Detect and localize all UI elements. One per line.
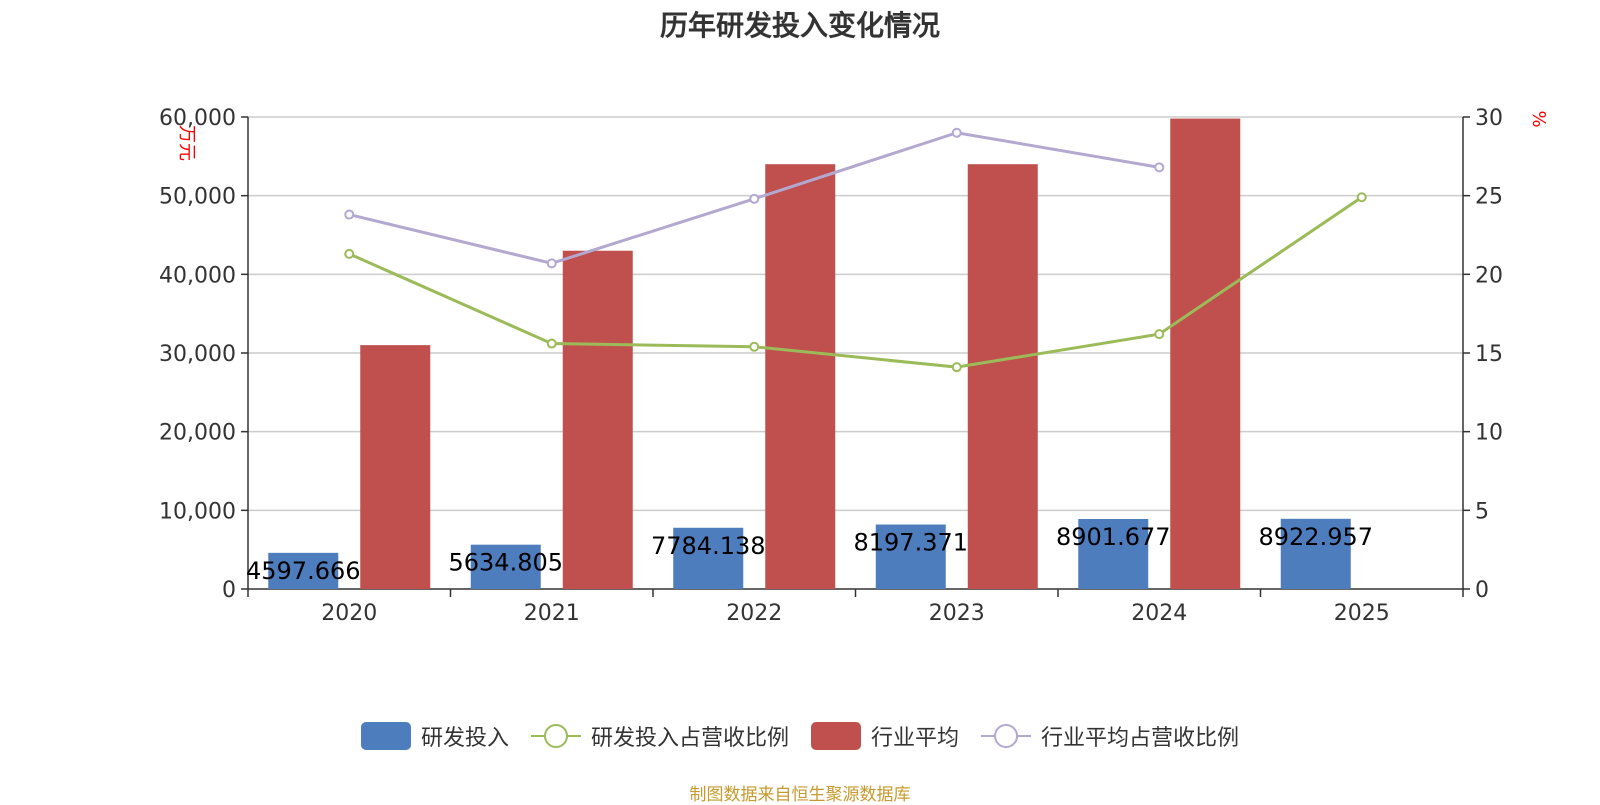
data-label-rd-2022: 7784.138 bbox=[651, 532, 766, 560]
legend-item[interactable]: 研发投入 bbox=[360, 720, 509, 752]
point-rd-ratio bbox=[1154, 329, 1165, 340]
legend-line-swatch bbox=[981, 722, 1032, 750]
point-rd-ratio bbox=[344, 248, 355, 259]
bar-industry-2020 bbox=[360, 345, 431, 589]
point-rd-ratio bbox=[546, 338, 557, 349]
x-tick-label: 2024 bbox=[1131, 601, 1187, 626]
y-right-tick-label: 0 bbox=[1475, 578, 1489, 603]
x-tick-label: 2022 bbox=[726, 601, 782, 626]
y-left-tick-label: 60,000 bbox=[159, 106, 236, 131]
y-left-tick-label: 20,000 bbox=[159, 421, 236, 446]
data-source-note: 制图数据来自恒生聚源数据库 bbox=[689, 785, 911, 805]
bar-rd-2024 bbox=[1078, 518, 1149, 589]
point-rd-ratio bbox=[749, 341, 760, 352]
y-left-tick-label: 40,000 bbox=[159, 263, 236, 288]
y-left-tick-label: 10,000 bbox=[159, 499, 236, 524]
y-right-unit-label: % bbox=[1528, 110, 1549, 127]
legend-line-marker bbox=[543, 724, 568, 748]
y-right-tick-label: 10 bbox=[1475, 421, 1503, 446]
legend-label: 研发投入 bbox=[420, 726, 509, 751]
legend-bar-swatch bbox=[811, 722, 861, 750]
line-layer bbox=[344, 127, 1367, 373]
y-left-tick-label: 0 bbox=[222, 578, 236, 603]
bar-rd-2022 bbox=[673, 527, 744, 589]
data-label-rd-2024: 8901.677 bbox=[1056, 523, 1171, 551]
legend-item[interactable]: 研发投入占营收比例 bbox=[530, 720, 789, 752]
label-layer: 4597.666 5634.805 7784.138 8197.371 8901.677… bbox=[246, 523, 1373, 585]
bar-industry-2022 bbox=[765, 164, 836, 589]
x-tick-label: 2020 bbox=[321, 601, 377, 626]
bar-rd-2020 bbox=[268, 552, 339, 589]
y-right-tick-label: 25 bbox=[1475, 185, 1503, 210]
legend-line-swatch bbox=[530, 722, 581, 750]
y-right-tick-label: 15 bbox=[1475, 342, 1503, 367]
point-industry-ratio bbox=[344, 209, 355, 220]
y-right-tick-label: 20 bbox=[1475, 263, 1503, 288]
legend-label: 行业平均占营收比例 bbox=[1041, 726, 1240, 751]
data-label-rd-2023: 8197.371 bbox=[853, 529, 968, 557]
bar-industry-2024 bbox=[1170, 118, 1241, 589]
x-tick-label: 2023 bbox=[929, 601, 985, 626]
point-industry-ratio bbox=[1154, 162, 1165, 173]
y-right-tick-label: 5 bbox=[1475, 499, 1489, 524]
point-industry-ratio bbox=[951, 127, 962, 138]
data-label-rd-2020: 4597.666 bbox=[246, 557, 361, 585]
y-left-tick-label: 30,000 bbox=[159, 342, 236, 367]
legend-bar-swatch bbox=[360, 722, 411, 750]
bar-industry-2023 bbox=[967, 164, 1038, 589]
bar-industry-2021 bbox=[562, 250, 633, 589]
y-right-tick-label: 30 bbox=[1475, 106, 1503, 131]
data-label-rd-2025: 8922.957 bbox=[1258, 523, 1373, 551]
chart-title: 历年研发投入变化情况 bbox=[659, 9, 940, 42]
bar-layer bbox=[268, 118, 1351, 589]
point-industry-ratio bbox=[749, 193, 760, 204]
x-tick-label: 2021 bbox=[524, 601, 580, 626]
point-rd-ratio bbox=[951, 362, 962, 373]
point-industry-ratio bbox=[546, 258, 557, 269]
chart-legend: 研发投入 研发投入占营收比例 行业平均 行业平均占营收比例 bbox=[0, 720, 1600, 752]
bar-rd-2023 bbox=[875, 524, 946, 589]
data-label-rd-2021: 5634.805 bbox=[448, 549, 563, 577]
legend-item[interactable]: 行业平均 bbox=[811, 720, 959, 752]
legend-label: 行业平均 bbox=[871, 726, 960, 751]
legend-line-marker bbox=[994, 724, 1019, 748]
point-rd-ratio bbox=[1356, 192, 1367, 203]
y-left-unit-label: 万元 bbox=[176, 125, 197, 161]
bar-rd-2025 bbox=[1280, 518, 1351, 589]
grid-layer bbox=[248, 116, 1463, 512]
bar-rd-2021 bbox=[470, 544, 541, 589]
y-left-tick-label: 50,000 bbox=[159, 185, 236, 210]
legend-label: 研发投入占营收比例 bbox=[590, 726, 789, 751]
x-tick-label: 2025 bbox=[1334, 601, 1390, 626]
legend-item[interactable]: 行业平均占营收比例 bbox=[981, 720, 1239, 752]
chart-canvas: 0 10,000 20,000 30,000 40,000 50,000 60,000 0 5 1… bbox=[159, 106, 1549, 626]
line-rd-ratio bbox=[348, 195, 1363, 369]
axis-layer: 0 10,000 20,000 30,000 40,000 50,000 60,000 0 5 1… bbox=[159, 106, 1549, 626]
